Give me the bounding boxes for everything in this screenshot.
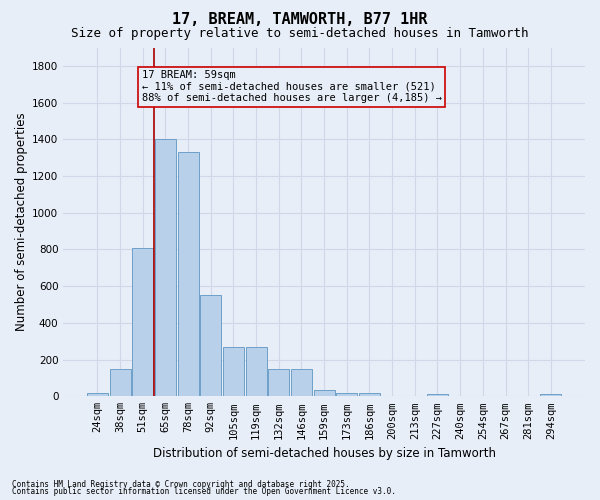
Bar [155,140,176,396]
Bar [200,296,221,396]
Text: 17 BREAM: 59sqm
← 11% of semi-detached houses are smaller (521)
88% of semi-deta: 17 BREAM: 59sqm ← 11% of semi-detached h… [142,70,442,103]
Bar [178,152,199,396]
Text: Contains public sector information licensed under the Open Government Licence v3: Contains public sector information licen… [12,487,396,496]
Bar [87,392,108,396]
Bar [541,394,561,396]
Bar [291,369,312,396]
Bar [427,394,448,396]
Bar [314,390,335,396]
Bar [359,392,380,396]
Bar [337,392,357,396]
Bar [110,369,131,396]
Text: Contains HM Land Registry data © Crown copyright and database right 2025.: Contains HM Land Registry data © Crown c… [12,480,350,489]
Y-axis label: Number of semi-detached properties: Number of semi-detached properties [15,112,28,331]
Bar [268,369,289,396]
X-axis label: Distribution of semi-detached houses by size in Tamworth: Distribution of semi-detached houses by … [152,447,496,460]
Bar [223,346,244,397]
Text: Size of property relative to semi-detached houses in Tamworth: Size of property relative to semi-detach… [71,28,529,40]
Bar [245,346,266,397]
Text: 17, BREAM, TAMWORTH, B77 1HR: 17, BREAM, TAMWORTH, B77 1HR [172,12,428,28]
Bar [133,248,153,396]
